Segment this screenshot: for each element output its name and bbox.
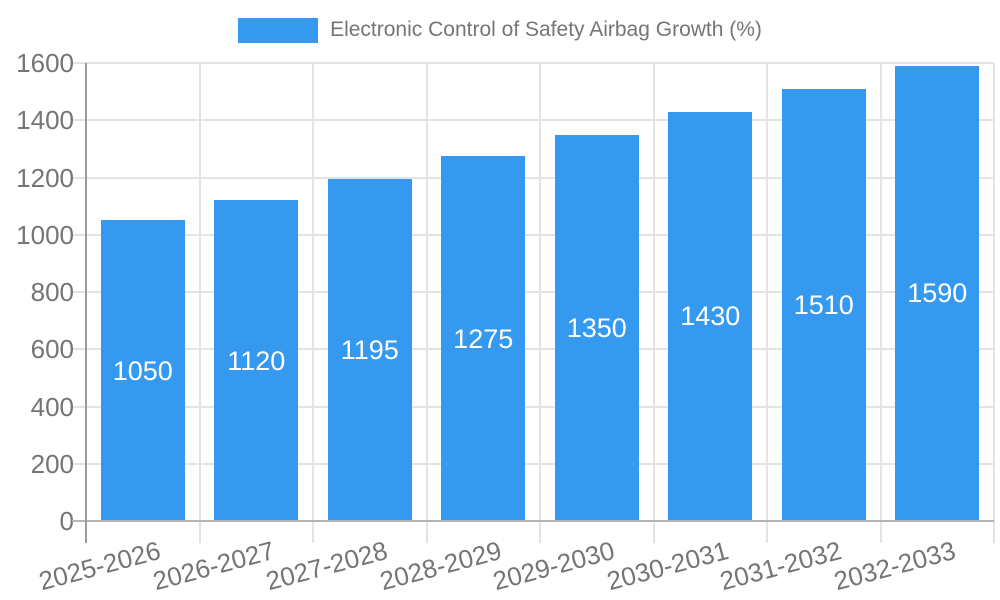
x-tick-label: 2029-2030 [490, 535, 618, 597]
x-tick-label: 2026-2027 [149, 535, 278, 597]
y-tick-label: 0 [59, 506, 74, 536]
bar [554, 134, 639, 521]
y-tick-label: 1200 [16, 162, 74, 193]
y-gridline [72, 462, 994, 465]
bar [668, 111, 753, 521]
y-gridline [72, 405, 994, 408]
bar-value-label: 1050 [112, 355, 173, 386]
x-gridline-tick [312, 63, 314, 543]
x-tick-label: 2031-2032 [717, 535, 845, 597]
legend: Electronic Control of Safety Airbag Grow… [0, 17, 1000, 43]
x-gridline-tick [766, 63, 768, 543]
y-tick-label: 200 [30, 448, 74, 479]
x-gridline-tick [539, 63, 541, 543]
bar-value-label: 1430 [680, 301, 741, 332]
y-tick-label: 800 [30, 277, 74, 307]
bar [895, 65, 980, 521]
bar [441, 156, 526, 521]
y-gridline [72, 62, 994, 64]
bar-value-label: 1195 [340, 334, 399, 365]
y-gridline [72, 119, 994, 122]
bar-value-label: 1275 [453, 323, 514, 354]
x-tick-label: 2030-2031 [603, 535, 732, 597]
y-tick-label: 600 [30, 334, 74, 365]
x-gridline-tick [993, 63, 995, 543]
x-tick-label: 2028-2029 [376, 535, 505, 597]
bar [327, 178, 412, 521]
y-tick-label: 400 [30, 391, 74, 422]
y-tick-label: 1400 [16, 105, 74, 136]
bar [781, 88, 866, 521]
y-tick-label: 1000 [16, 219, 74, 250]
x-gridline-tick [198, 63, 201, 543]
bar-value-label: 1510 [793, 289, 854, 320]
x-gridline-tick [425, 63, 428, 543]
bar-value-label: 1350 [566, 312, 627, 343]
x-gridline-tick [879, 63, 882, 543]
x-axis-line [72, 520, 994, 522]
y-axis-line [85, 63, 87, 543]
legend-swatch [238, 17, 319, 43]
y-gridline [72, 348, 994, 351]
x-tick-label: 2032-2033 [830, 535, 959, 597]
y-gridline [72, 291, 994, 293]
y-gridline [72, 176, 994, 179]
bar [100, 220, 185, 521]
legend-label: Electronic Control of Safety Airbag Grow… [330, 18, 762, 41]
bar-value-label: 1590 [907, 278, 968, 309]
x-tick-label: 2025-2026 [36, 535, 164, 597]
x-gridline-tick [652, 63, 655, 543]
y-gridline [72, 233, 994, 236]
x-tick-label: 2027-2028 [263, 535, 391, 597]
bar-value-label: 1120 [227, 345, 286, 376]
y-tick-label: 1600 [16, 48, 74, 78]
bar [214, 200, 299, 521]
